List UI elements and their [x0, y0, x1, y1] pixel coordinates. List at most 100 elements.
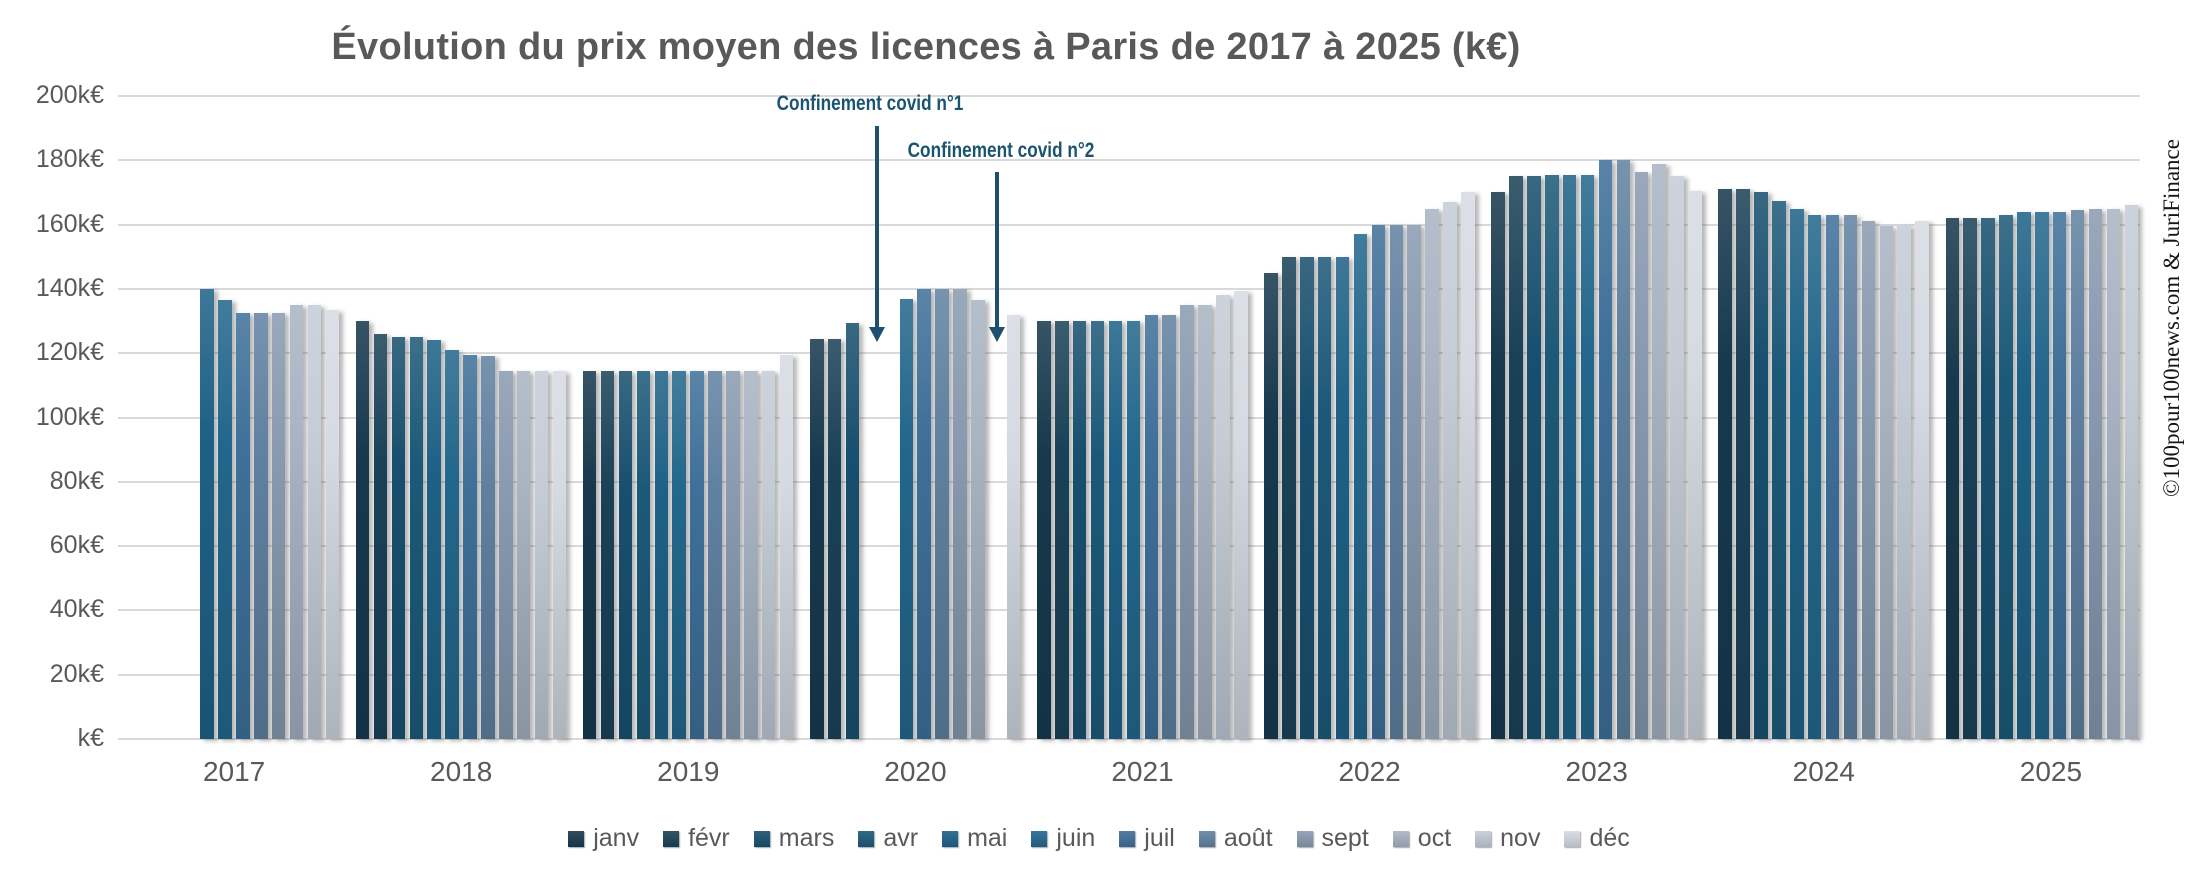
- copyright-watermark: ©100pour100news.com & JuriFinance: [2159, 139, 2184, 497]
- bar-2023-avr: [1545, 174, 1559, 739]
- bar-2021-déc: [1234, 290, 1248, 739]
- bar-2025-févr: [1963, 218, 1977, 739]
- bar-2019-mars: [618, 370, 633, 739]
- annotation-text-1: Confinement covid n°1: [776, 92, 964, 115]
- bar-2019-avr: [636, 370, 651, 739]
- legend-label: févr: [688, 824, 730, 852]
- legend-label: nov: [1500, 824, 1541, 852]
- bar-2017-juin: [218, 300, 232, 739]
- bar-2021-juil: [1144, 314, 1158, 739]
- bar-2018-déc: [552, 370, 567, 739]
- bar-2020-janv: [810, 338, 824, 739]
- legend-item-mai: mai: [942, 824, 1007, 853]
- bar-2023-mai: [1562, 174, 1577, 739]
- legend-item-nov: nov: [1475, 824, 1540, 853]
- annotation-arrow-line: [875, 126, 879, 327]
- bar-2022-oct: [1425, 208, 1439, 739]
- annotation-arrow-head: [989, 327, 1005, 342]
- bar-2018-mai: [427, 340, 441, 739]
- bar-2022-déc: [1461, 192, 1475, 739]
- bar-2024-mai: [1790, 208, 1804, 739]
- bar-2024-févr: [1736, 189, 1750, 739]
- bar-2025-nov: [2124, 205, 2138, 739]
- legend-label: avr: [883, 824, 919, 852]
- bar-2018-oct: [516, 370, 531, 739]
- legend-item-déc: déc: [1564, 824, 1630, 853]
- bar-2024-juil: [1825, 214, 1840, 739]
- bar-2019-janv: [582, 370, 597, 739]
- bar-2018-juin: [445, 350, 459, 739]
- bar-2022-août: [1389, 224, 1403, 739]
- bar-2023-oct: [1652, 163, 1666, 739]
- bar-2017-mai: [200, 288, 214, 739]
- bar-2022-juil: [1371, 224, 1386, 739]
- bar-2024-janv: [1718, 189, 1732, 739]
- bar-2025-janv: [1945, 218, 1959, 739]
- bar-2019-déc: [779, 354, 794, 739]
- bar-2018-sept: [499, 370, 513, 739]
- bar-2017-nov: [307, 304, 322, 739]
- legend-item-juin: juin: [1031, 824, 1095, 853]
- bar-2023-juil: [1598, 160, 1613, 739]
- bar-2018-mars: [391, 337, 406, 739]
- bar-2021-nov: [1216, 295, 1230, 739]
- legend-label: janv: [593, 824, 640, 852]
- legend-swatch-icon: [942, 830, 959, 847]
- gridline-160k: [118, 223, 2140, 226]
- y-axis-label: 60k€: [49, 531, 104, 560]
- bar-2017-août: [254, 313, 268, 739]
- bar-2022-sept: [1407, 224, 1421, 739]
- gridline-0k: [118, 738, 2140, 740]
- bar-2017-sept: [271, 313, 286, 739]
- bar-2020-oct: [971, 300, 985, 739]
- bar-2023-juin: [1580, 174, 1595, 739]
- bar-2018-juil: [463, 354, 477, 739]
- bar-2025-juin: [2035, 211, 2049, 739]
- bar-2022-avr: [1317, 256, 1332, 739]
- bar-2023-févr: [1509, 176, 1523, 739]
- bar-2023-mars: [1527, 176, 1541, 739]
- bar-2019-juin: [672, 370, 686, 739]
- annotation-text-2: Confinement covid n°2: [907, 139, 1095, 162]
- y-axis-label: 80k€: [49, 466, 104, 495]
- legend-item-mars: mars: [753, 824, 834, 853]
- legend-swatch-icon: [663, 830, 680, 847]
- legend-swatch-icon: [858, 830, 875, 847]
- bar-2020-juin: [899, 298, 913, 739]
- bar-2025-juil: [2052, 211, 2067, 739]
- legend-swatch-icon: [753, 830, 770, 847]
- bar-2024-juin: [1807, 214, 1822, 739]
- bar-2018-janv: [355, 321, 370, 739]
- legend-label: juin: [1056, 824, 1096, 852]
- legend-swatch-icon: [1119, 830, 1136, 847]
- bar-2020-sept: [953, 288, 967, 739]
- bar-2025-avr: [1999, 214, 2013, 739]
- legend-swatch-icon: [1296, 830, 1313, 847]
- legend-item-juil: juil: [1119, 824, 1175, 853]
- y-axis-label: 200k€: [35, 81, 104, 109]
- x-axis-label-2017: 2017: [202, 756, 266, 787]
- bar-2024-mars: [1754, 192, 1768, 739]
- bar-2020-mars: [845, 322, 860, 739]
- bar-2018-août: [481, 356, 495, 739]
- x-axis-label-2023: 2023: [1565, 756, 1628, 787]
- y-axis-label: 120k€: [35, 338, 104, 367]
- chart-title: Évolution du prix moyen des licences à P…: [331, 26, 1521, 68]
- bar-2022-mai: [1335, 256, 1350, 739]
- y-axis-label: 40k€: [49, 595, 104, 624]
- bar-2018-nov: [534, 370, 549, 739]
- y-axis-label: 160k€: [35, 209, 104, 238]
- bar-2021-août: [1162, 314, 1176, 739]
- bar-2017-juil: [236, 313, 250, 739]
- x-axis-label-2025: 2025: [2019, 756, 2083, 787]
- bar-2020-juil: [917, 288, 931, 739]
- legend-swatch-icon: [1564, 830, 1581, 847]
- bar-2021-sept: [1180, 304, 1194, 739]
- bar-2021-mai: [1108, 321, 1123, 739]
- bar-2024-août: [1843, 214, 1858, 739]
- bar-2024-sept: [1861, 221, 1876, 739]
- bar-2022-janv: [1264, 272, 1278, 739]
- bar-2024-avr: [1772, 200, 1786, 739]
- gridline-200k: [118, 95, 2140, 97]
- y-axis-label: k€: [77, 724, 104, 752]
